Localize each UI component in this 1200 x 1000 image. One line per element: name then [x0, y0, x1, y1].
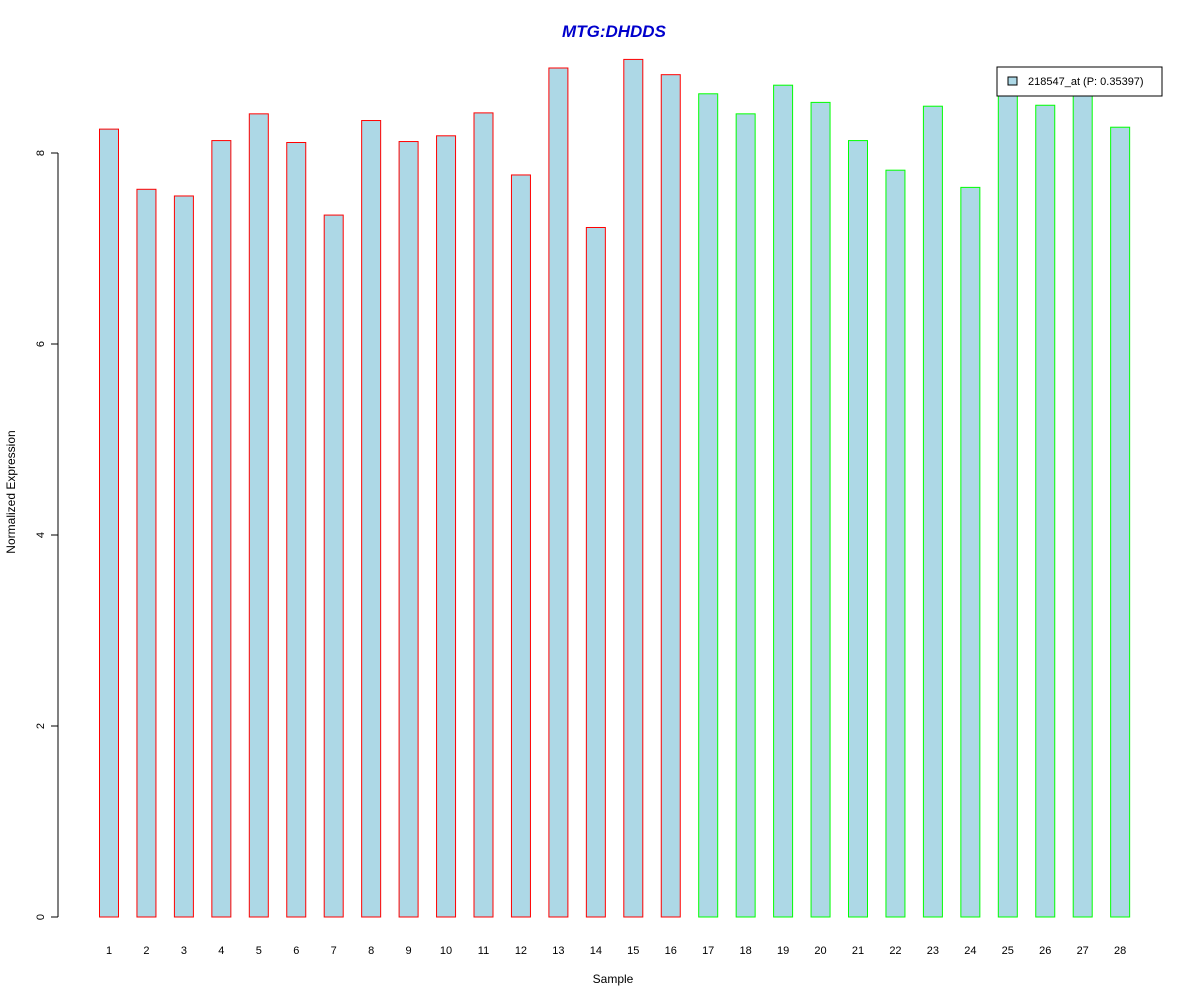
x-tick-label: 20: [814, 945, 826, 957]
x-tick-label: 11: [478, 945, 489, 957]
y-axis: 0 2 4 6 8: [35, 150, 59, 920]
bar-sample-1: [99, 128, 119, 918]
x-tick-label: 5: [256, 945, 262, 957]
x-tick-label: 25: [1002, 945, 1014, 957]
y-tick-label: 8: [35, 150, 47, 156]
x-tick-label: 21: [852, 945, 864, 957]
legend-swatch: [1007, 76, 1018, 86]
x-tick-label: 16: [665, 945, 677, 957]
bar-sample-26: [1035, 104, 1056, 918]
bar-sample-18: [735, 113, 756, 918]
x-tick-label: 17: [702, 945, 714, 957]
bar-sample-19: [773, 84, 794, 918]
x-tick-label: 7: [331, 945, 337, 957]
x-tick-label: 24: [964, 945, 976, 957]
x-tick-label: 6: [293, 945, 299, 957]
bar-sample-5: [248, 113, 269, 918]
x-tick-labels: 1 2 3 4 5 6 7 8 9 10 11 12 13 14 15 16 17 18 19 20 21 22 23 24 2…: [106, 945, 1126, 957]
bar-sample-6: [286, 141, 307, 918]
legend-label: 218547_at (P: 0.35397): [1028, 76, 1144, 88]
bar-sample-22: [885, 169, 906, 918]
x-tick-label: 14: [590, 945, 602, 957]
x-tick-label: 8: [368, 945, 374, 957]
y-tick-label: 4: [35, 532, 47, 538]
bar-sample-17: [698, 93, 719, 918]
bar-sample-20: [810, 101, 831, 918]
bar-sample-14: [585, 226, 606, 918]
bars: [99, 58, 1131, 918]
bar-sample-9: [398, 141, 419, 918]
x-tick-label: 1: [106, 945, 112, 957]
x-tick-label: 2: [143, 945, 149, 957]
x-tick-label: 22: [889, 945, 901, 957]
y-tick-label: 2: [35, 723, 47, 729]
bar-sample-21: [848, 140, 868, 918]
x-tick-label: 10: [440, 945, 452, 957]
x-tick-label: 3: [181, 945, 187, 957]
x-tick-label: 23: [927, 945, 939, 957]
bar-sample-16: [660, 74, 681, 918]
bar-sample-3: [173, 195, 194, 918]
bar-sample-15: [623, 58, 644, 918]
x-tick-label: 19: [777, 945, 789, 957]
legend: 218547_at (P: 0.35397): [996, 66, 1163, 97]
bar-sample-27: [1072, 92, 1093, 918]
y-tick-label: 0: [35, 914, 47, 920]
legend-box: [996, 66, 1163, 97]
bar-sample-12: [510, 174, 531, 918]
x-tick-label: 28: [1114, 945, 1126, 957]
x-tick-label: 27: [1077, 945, 1089, 957]
bar-sample-8: [361, 120, 382, 918]
x-tick-label: 13: [552, 945, 564, 957]
x-tick-label: 9: [406, 945, 412, 957]
bar-sample-23: [922, 105, 943, 918]
x-tick-label: 4: [218, 945, 224, 957]
bar-sample-28: [1110, 126, 1131, 918]
chart-title: MTG:DHDDS: [562, 22, 667, 41]
bar-sample-4: [211, 140, 232, 918]
bar-sample-7: [323, 214, 344, 918]
bar-sample-10: [436, 135, 457, 918]
x-tick-label: 18: [740, 945, 752, 957]
bar-sample-11: [473, 112, 494, 918]
x-axis-label: Sample: [593, 972, 634, 986]
bar-sample-13: [548, 67, 569, 918]
x-tick-label: 12: [515, 945, 527, 957]
bar-sample-24: [960, 186, 981, 918]
bar-sample-2: [136, 188, 157, 918]
bar-sample-25: [997, 92, 1018, 918]
y-tick-label: 6: [35, 341, 47, 347]
y-axis-label: Normalized Expression: [4, 430, 18, 553]
x-tick-label: 15: [627, 945, 639, 957]
x-tick-label: 26: [1039, 945, 1051, 957]
